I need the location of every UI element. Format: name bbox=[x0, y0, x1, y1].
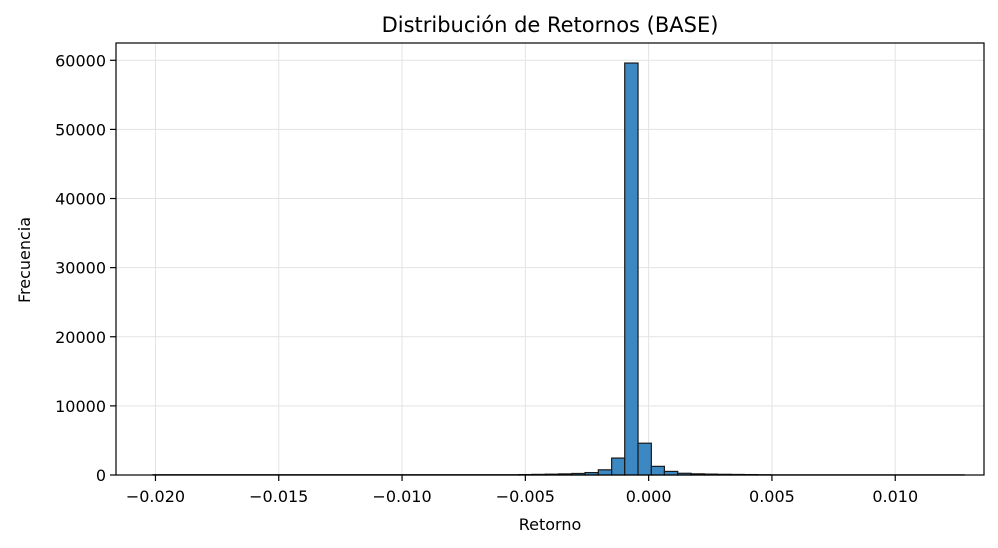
x-tick-label: −0.010 bbox=[372, 487, 431, 506]
y-axis-label: Frecuencia bbox=[15, 217, 34, 303]
histogram-bar bbox=[597, 469, 613, 476]
plot-frame bbox=[115, 42, 985, 476]
x-tick-label: 0.005 bbox=[749, 487, 795, 506]
x-axis-label: Retorno bbox=[519, 515, 582, 534]
x-tick-label: 0.000 bbox=[626, 487, 672, 506]
y-tick-label: 10000 bbox=[55, 397, 106, 416]
histogram-bar bbox=[611, 457, 626, 476]
y-tick-label: 0 bbox=[96, 466, 106, 485]
histogram-bar bbox=[637, 442, 652, 476]
y-axis-ticks: 0 10000 20000 30000 40000 50000 60000 bbox=[55, 51, 116, 485]
x-tick-label: −0.005 bbox=[496, 487, 555, 506]
y-tick-label: 40000 bbox=[55, 190, 106, 209]
y-tick-label: 20000 bbox=[55, 328, 106, 347]
x-tick-label: −0.015 bbox=[249, 487, 308, 506]
histogram-bar bbox=[624, 62, 639, 476]
x-axis-ticks: −0.020 −0.015 −0.010 −0.005 0.000 0.005 0.010 bbox=[126, 475, 918, 506]
histogram-bars bbox=[152, 62, 965, 476]
y-tick-label: 30000 bbox=[55, 259, 106, 278]
y-tick-label: 60000 bbox=[55, 51, 106, 70]
grid-lines bbox=[116, 43, 984, 476]
x-tick-label: 0.010 bbox=[872, 487, 918, 506]
y-tick-label: 50000 bbox=[55, 120, 106, 139]
x-tick-label: −0.020 bbox=[126, 487, 185, 506]
histogram-bar bbox=[650, 465, 666, 476]
chart-title: Distribución de Retornos (BASE) bbox=[382, 13, 719, 37]
